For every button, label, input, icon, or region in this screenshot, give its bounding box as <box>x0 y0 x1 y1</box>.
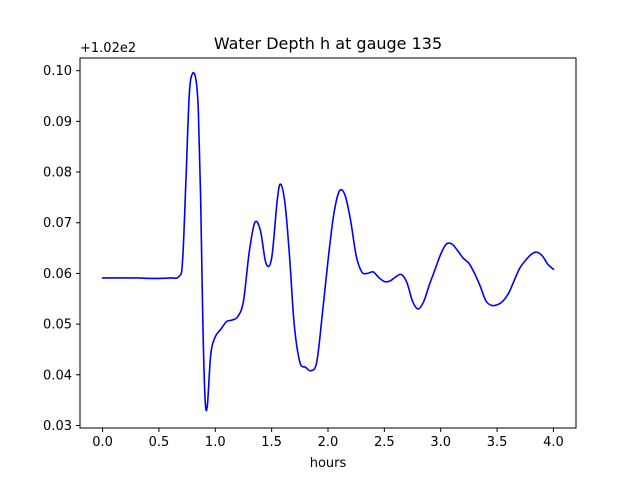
x-tick-label: 3.0 <box>430 435 451 450</box>
y-tick-label: 0.09 <box>43 115 72 130</box>
x-axis-label: hours <box>310 456 347 471</box>
y-tick-label: 0.08 <box>43 166 72 181</box>
x-axis: 0.0 0.5 1.0 1.5 2.0 2.5 3.0 3.5 4.0 <box>92 428 564 450</box>
y-tick-label: 0.05 <box>43 318 72 333</box>
x-tick-label: 1.0 <box>205 435 226 450</box>
x-tick-label: 2.5 <box>374 435 395 450</box>
plot-area <box>101 71 555 412</box>
x-tick-label: 0.5 <box>149 435 170 450</box>
y-tick-label: 0.03 <box>43 419 72 434</box>
y-axis: 0.03 0.04 0.05 0.06 0.07 0.08 0.09 0.10 <box>43 64 80 434</box>
y-tick-label: 0.04 <box>43 368 72 383</box>
x-tick-label: 3.5 <box>487 435 508 450</box>
x-tick-label: 0.0 <box>92 435 113 450</box>
x-tick-label: 4.0 <box>543 435 564 450</box>
y-offset-label: +1.02e2 <box>80 41 136 56</box>
y-tick-label: 0.10 <box>43 64 72 79</box>
x-tick-label: 2.0 <box>318 435 339 450</box>
chart-title: Water Depth h at gauge 135 <box>214 34 442 53</box>
series-line <box>101 71 555 412</box>
y-tick-label: 0.06 <box>43 267 72 282</box>
x-tick-label: 1.5 <box>261 435 282 450</box>
y-tick-label: 0.07 <box>43 216 72 231</box>
